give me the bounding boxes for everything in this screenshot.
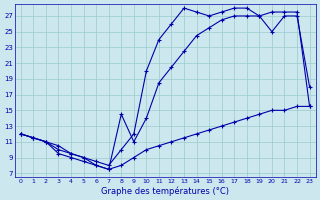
X-axis label: Graphe des températures (°C): Graphe des températures (°C) <box>101 186 229 196</box>
